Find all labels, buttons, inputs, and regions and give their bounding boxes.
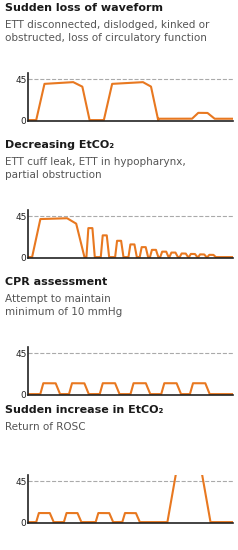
Text: Return of ROSC: Return of ROSC	[5, 422, 85, 432]
Text: Decreasing EtCO₂: Decreasing EtCO₂	[5, 140, 114, 150]
Text: ETT disconnected, dislodged, kinked or
obstructed, loss of circulatory function: ETT disconnected, dislodged, kinked or o…	[5, 20, 209, 43]
Text: CPR assessment: CPR assessment	[5, 277, 107, 287]
Text: Sudden increase in EtCO₂: Sudden increase in EtCO₂	[5, 405, 163, 415]
Text: Attempt to maintain
minimum of 10 mmHg: Attempt to maintain minimum of 10 mmHg	[5, 294, 122, 317]
Text: ETT cuff leak, ETT in hypopharynx,
partial obstruction: ETT cuff leak, ETT in hypopharynx, parti…	[5, 157, 185, 180]
Text: Sudden loss of waveform: Sudden loss of waveform	[5, 3, 163, 13]
